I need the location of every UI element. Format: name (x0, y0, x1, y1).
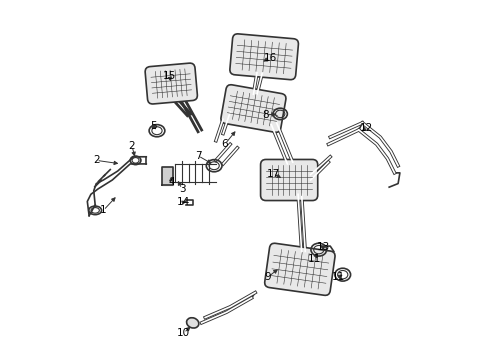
Text: 8: 8 (262, 110, 269, 120)
Text: 13: 13 (317, 242, 330, 252)
Ellipse shape (186, 318, 199, 328)
Text: 16: 16 (263, 53, 276, 63)
Text: 15: 15 (163, 71, 176, 81)
Text: 9: 9 (264, 272, 270, 282)
Polygon shape (162, 167, 173, 185)
FancyBboxPatch shape (260, 159, 317, 201)
Text: 12: 12 (359, 123, 372, 133)
Text: 1: 1 (100, 205, 106, 215)
Text: 11: 11 (331, 272, 344, 282)
Text: 14: 14 (177, 197, 190, 207)
FancyBboxPatch shape (221, 85, 285, 132)
Text: 6: 6 (221, 139, 228, 149)
Text: 5: 5 (150, 121, 156, 131)
Text: 11: 11 (307, 254, 320, 264)
Text: 2: 2 (93, 156, 100, 165)
FancyBboxPatch shape (264, 243, 334, 295)
Text: 2: 2 (128, 141, 135, 151)
FancyBboxPatch shape (229, 34, 298, 80)
Text: 4: 4 (167, 177, 174, 187)
Text: 17: 17 (266, 168, 279, 179)
Text: 10: 10 (177, 328, 190, 338)
Text: 7: 7 (194, 151, 201, 161)
Text: 3: 3 (178, 184, 185, 194)
FancyBboxPatch shape (145, 63, 197, 104)
